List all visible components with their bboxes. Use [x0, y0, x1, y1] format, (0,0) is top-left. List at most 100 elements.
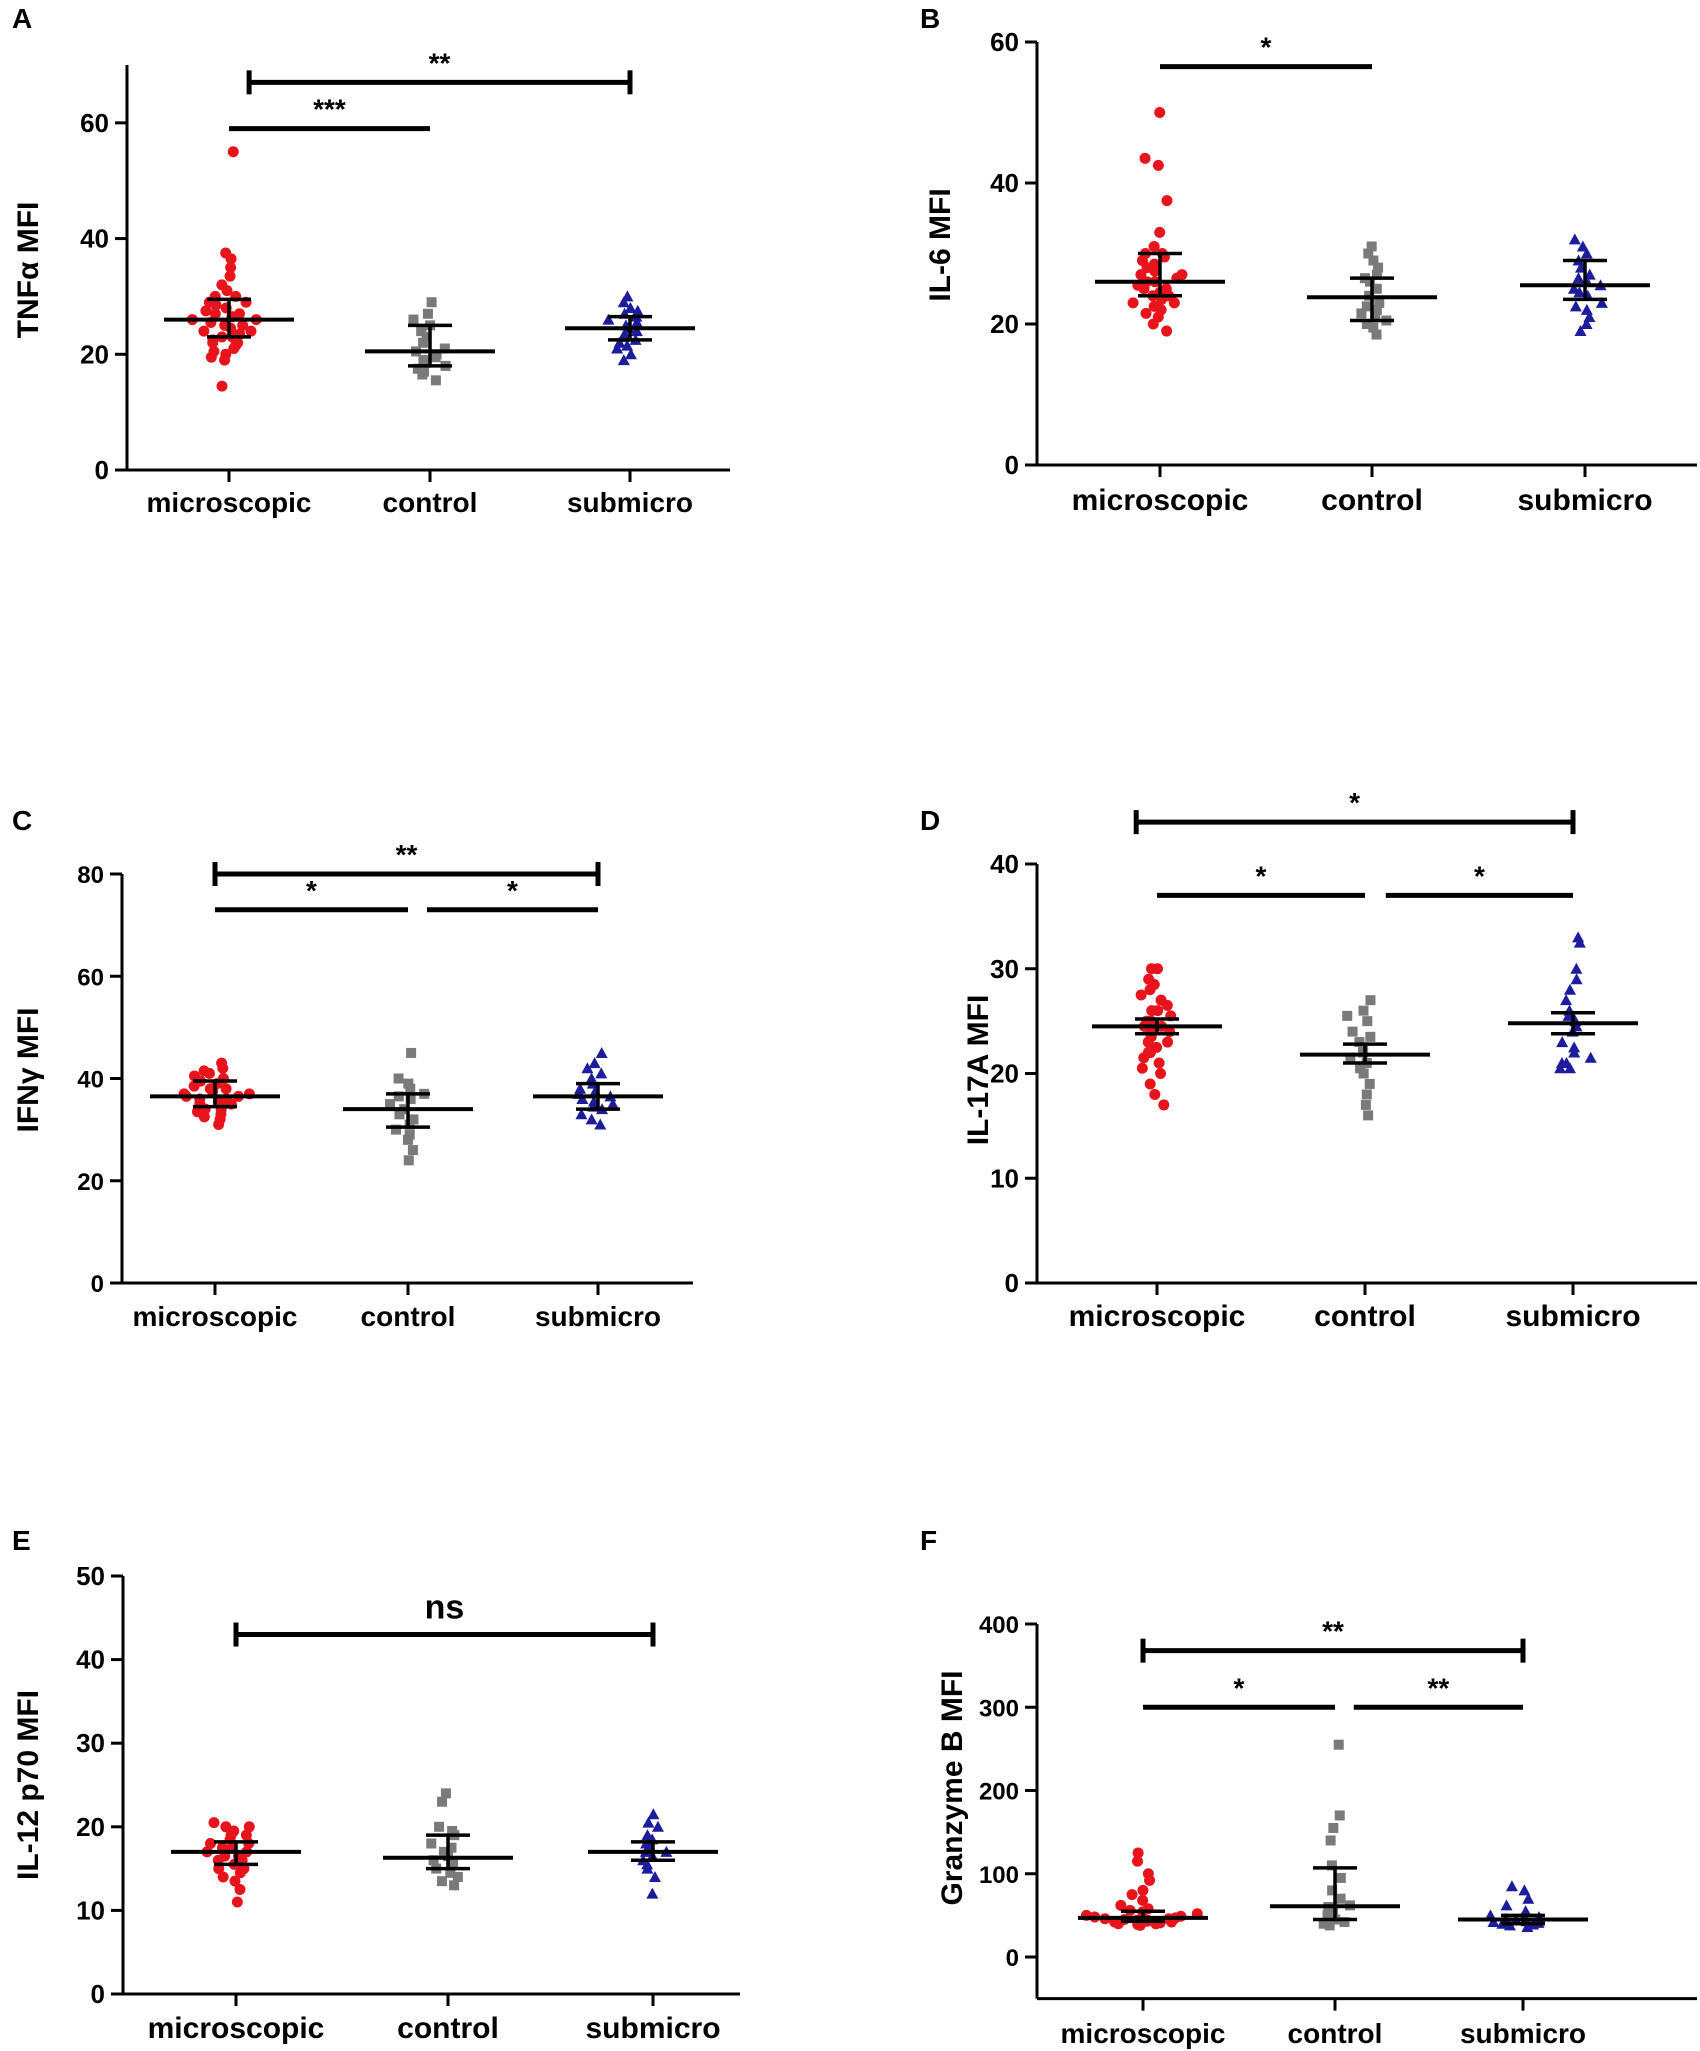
data-point — [1144, 1078, 1156, 1090]
series-control — [1318, 1739, 1356, 1931]
y-tick-label: 60 — [990, 27, 1019, 57]
data-point — [1583, 310, 1596, 322]
x-category-label: microscopic — [1069, 1300, 1246, 1333]
y-tick-label: 40 — [990, 849, 1019, 879]
data-point — [407, 1145, 418, 1156]
data-point — [1146, 963, 1158, 975]
x-category-label: control — [1288, 2018, 1383, 2049]
data-point — [1574, 325, 1587, 337]
significance-bracket: * — [215, 875, 408, 913]
significance-bracket: ** — [246, 47, 633, 95]
data-point — [402, 1134, 413, 1145]
data-point — [1137, 1884, 1149, 1896]
data-point — [1139, 152, 1151, 164]
x-category-label: control — [361, 1301, 456, 1332]
data-point — [408, 314, 419, 325]
data-point — [216, 1057, 228, 1069]
y-tick-label: 400 — [979, 1612, 1019, 1639]
data-point — [1176, 269, 1188, 281]
data-point — [216, 380, 228, 392]
data-point — [1364, 276, 1375, 287]
data-point — [1365, 995, 1376, 1006]
data-point — [1318, 1918, 1329, 1929]
data-point — [431, 349, 442, 360]
x-category-label: microscopic — [147, 487, 312, 518]
data-point — [1140, 307, 1152, 319]
significance-bracket: * — [1385, 860, 1573, 898]
significance-label: * — [1261, 32, 1272, 63]
x-category-label: submicro — [567, 487, 693, 518]
data-point — [245, 325, 257, 337]
data-point — [1361, 301, 1372, 312]
data-point — [421, 331, 432, 342]
y-tick-label: 20 — [990, 1059, 1019, 1089]
data-point — [618, 328, 631, 340]
panel-letter: C — [12, 805, 32, 836]
y-tick-label: 0 — [1005, 450, 1019, 480]
data-point — [595, 1067, 608, 1079]
data-point — [1155, 1068, 1167, 1079]
data-point — [234, 1884, 246, 1895]
data-point — [1576, 240, 1589, 252]
data-point — [436, 1876, 447, 1887]
panel-letter: E — [12, 1525, 31, 1556]
y-tick-label: 30 — [76, 1728, 105, 1758]
data-point — [1347, 1026, 1358, 1037]
data-point — [1324, 1920, 1335, 1931]
data-point — [1363, 1110, 1374, 1121]
data-point — [1371, 269, 1382, 280]
data-point — [585, 1113, 598, 1125]
series-microscopic — [1135, 963, 1177, 1111]
data-point — [188, 1070, 200, 1082]
series-control — [426, 1788, 463, 1891]
data-point — [198, 1065, 210, 1077]
data-point — [1358, 1047, 1369, 1058]
data-point — [438, 1846, 449, 1857]
data-point — [595, 1046, 608, 1058]
data-point — [630, 325, 643, 337]
x-category-label: microscopic — [133, 1301, 298, 1332]
data-point — [225, 262, 237, 273]
data-point — [1518, 1884, 1531, 1896]
y-tick-label: 30 — [990, 954, 1019, 984]
y-tick-label: 40 — [80, 224, 109, 254]
significance-bracket: * — [1143, 1672, 1335, 1710]
y-tick-label: 0 — [95, 455, 109, 485]
data-point — [1505, 1880, 1518, 1892]
data-point — [405, 1093, 416, 1104]
data-point — [1136, 1062, 1148, 1074]
data-point — [611, 342, 624, 354]
significance-bracket: ** — [212, 839, 601, 886]
series-submicro — [1554, 931, 1597, 1074]
data-point — [385, 1099, 396, 1110]
data-point — [1146, 1005, 1158, 1017]
data-point — [1333, 1739, 1344, 1750]
y-axis-label: TNFα MFI — [12, 202, 45, 339]
y-tick-label: 20 — [990, 309, 1019, 339]
data-point — [1148, 300, 1160, 312]
data-point — [224, 270, 236, 282]
data-point — [617, 354, 630, 366]
significance-label: ** — [396, 839, 418, 870]
data-point — [1326, 1860, 1337, 1871]
y-axis-label: Granzyme B MFI — [936, 1670, 969, 1905]
data-point — [1137, 1894, 1149, 1906]
data-point — [229, 1875, 241, 1887]
data-point — [1328, 1822, 1339, 1833]
data-point — [1152, 159, 1164, 171]
data-point — [621, 290, 634, 302]
data-point — [426, 1838, 437, 1849]
data-point — [1362, 1016, 1373, 1027]
data-point — [445, 1867, 456, 1878]
data-point — [237, 319, 249, 331]
data-point — [200, 305, 212, 317]
data-point — [1570, 973, 1583, 985]
data-point — [233, 308, 245, 320]
data-point — [624, 348, 637, 360]
data-point — [1132, 1855, 1144, 1867]
data-point — [1364, 1078, 1375, 1089]
y-tick-label: 10 — [76, 1895, 105, 1925]
significance-bracket: * — [1160, 32, 1372, 70]
y-tick-label: 40 — [990, 168, 1019, 198]
data-point — [1162, 1036, 1174, 1048]
